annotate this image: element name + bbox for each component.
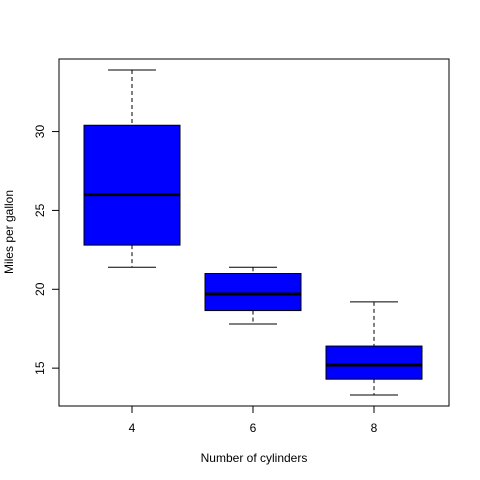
- box-4: [83, 69, 181, 268]
- y-tick-label-30: 30: [33, 125, 47, 139]
- x-tick-label-4: 4: [129, 421, 136, 435]
- x-tick-label-8: 8: [371, 421, 378, 435]
- iqr-box-4: [83, 124, 181, 246]
- x-axis-title: Number of cylinders: [201, 451, 308, 465]
- y-tick-label-15: 15: [33, 361, 47, 375]
- box-group: [83, 69, 423, 396]
- y-tick-label-20: 20: [33, 282, 47, 296]
- iqr-box-6: [204, 273, 302, 312]
- y-tick-label-25: 25: [33, 203, 47, 217]
- box-6: [204, 266, 302, 325]
- y-axis: 15 20 25 30: [33, 125, 60, 375]
- box-8: [325, 301, 423, 396]
- y-axis-title: Miles per gallon: [2, 190, 16, 274]
- x-axis: 4 6 8: [129, 405, 378, 435]
- iqr-box-8: [325, 345, 423, 380]
- x-tick-label-6: 6: [250, 421, 257, 435]
